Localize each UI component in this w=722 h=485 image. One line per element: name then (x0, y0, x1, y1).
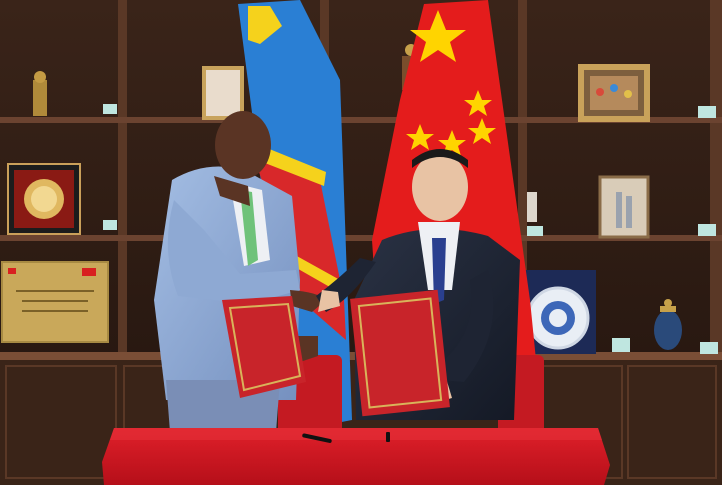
framed-painting-right (578, 64, 650, 122)
shelf-tag (700, 342, 718, 354)
shelf-tag (612, 338, 630, 352)
shelf-tag (527, 226, 543, 236)
document-folder-right (350, 289, 450, 417)
decorative-plate (524, 270, 596, 354)
decorative-jar (654, 299, 682, 350)
shelf-tag (698, 106, 716, 118)
framed-plate-left (7, 163, 81, 235)
pen-left (302, 433, 332, 443)
shelf-tag (698, 224, 716, 236)
small-statue (527, 192, 537, 222)
shelf-tag (103, 104, 117, 114)
framed-picture-right (598, 175, 650, 239)
pen-right (386, 432, 390, 442)
framed-photo-top (202, 66, 244, 120)
plaque (1, 261, 109, 343)
signing-table (102, 428, 610, 485)
shelf-statue-left (33, 71, 47, 116)
shelf-tag (103, 220, 117, 230)
document-folder-left (222, 296, 306, 398)
